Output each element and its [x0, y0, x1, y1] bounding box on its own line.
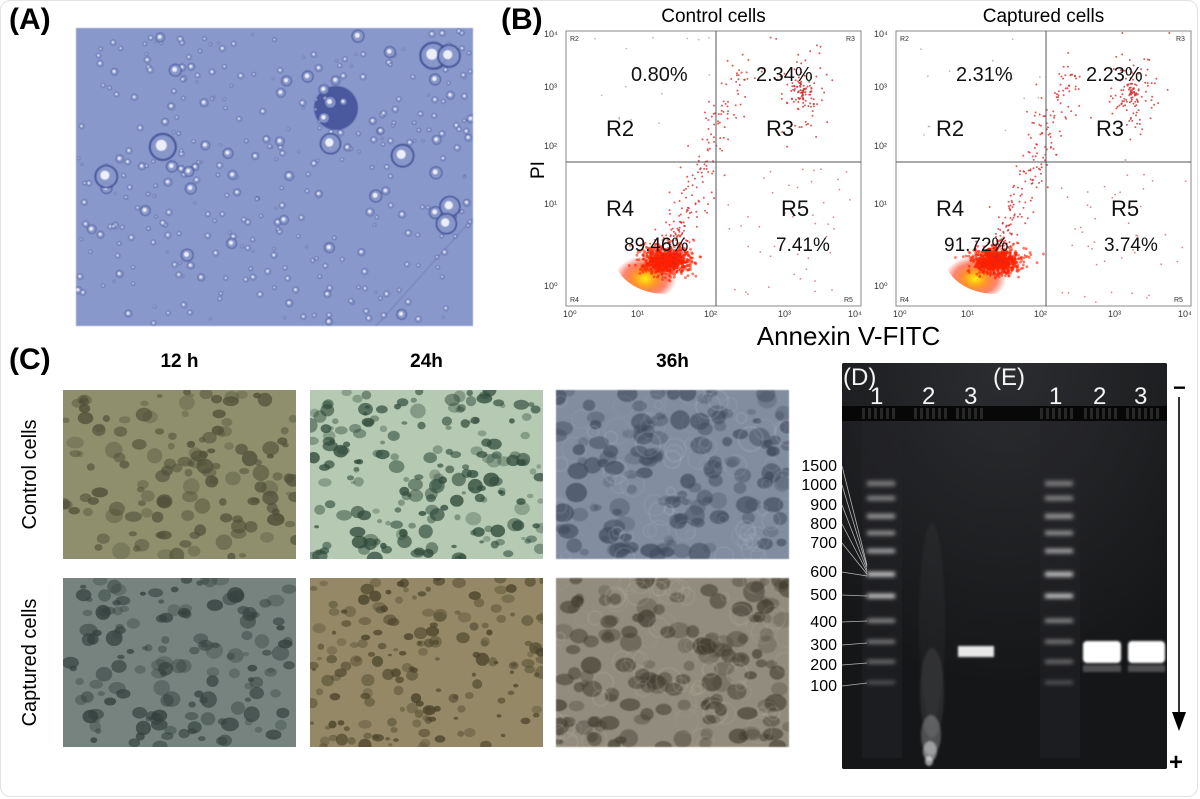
svg-text:89.46%: 89.46% — [624, 235, 689, 256]
svg-text:10¹: 10¹ — [631, 309, 644, 319]
svg-text:900: 900 — [810, 497, 837, 514]
svg-text:10³: 10³ — [778, 309, 791, 319]
svg-text:R2: R2 — [900, 36, 909, 43]
svg-text:400: 400 — [810, 614, 837, 631]
svg-text:0.80%: 0.80% — [631, 64, 688, 86]
svg-text:3.74%: 3.74% — [1104, 235, 1158, 256]
svg-text:10²: 10² — [704, 309, 717, 319]
svg-text:100: 100 — [810, 678, 837, 695]
svg-text:10²: 10² — [544, 141, 557, 151]
svg-text:R4: R4 — [900, 297, 909, 304]
svg-text:10¹: 10¹ — [961, 309, 974, 319]
svg-text:7.41%: 7.41% — [776, 235, 830, 256]
svg-text:R2: R2 — [936, 116, 964, 141]
svg-text:91.72%: 91.72% — [944, 235, 1009, 256]
svg-text:10⁰: 10⁰ — [893, 309, 907, 319]
svg-text:200: 200 — [810, 657, 837, 674]
svg-text:R5: R5 — [1111, 196, 1139, 221]
svg-text:R3: R3 — [1096, 116, 1124, 141]
svg-text:R4: R4 — [606, 196, 634, 221]
svg-text:10³: 10³ — [874, 82, 887, 92]
svg-text:10⁰: 10⁰ — [874, 281, 888, 291]
svg-text:1000: 1000 — [801, 477, 837, 494]
svg-text:2.34%: 2.34% — [756, 64, 813, 86]
svg-text:R3: R3 — [766, 116, 794, 141]
svg-text:10⁴: 10⁴ — [874, 29, 888, 39]
svg-text:R5: R5 — [781, 196, 809, 221]
svg-text:10²: 10² — [1034, 309, 1047, 319]
svg-text:10³: 10³ — [1108, 309, 1121, 319]
svg-text:800: 800 — [810, 516, 837, 533]
svg-text:10⁰: 10⁰ — [544, 281, 558, 291]
svg-text:R5: R5 — [844, 297, 853, 304]
svg-text:1500: 1500 — [801, 458, 837, 475]
svg-text:10⁰: 10⁰ — [563, 309, 577, 319]
svg-text:10²: 10² — [874, 141, 887, 151]
svg-text:10³: 10³ — [544, 82, 557, 92]
svg-text:R2: R2 — [570, 36, 579, 43]
svg-text:R2: R2 — [606, 116, 634, 141]
svg-text:2.23%: 2.23% — [1086, 64, 1143, 86]
svg-text:10¹: 10¹ — [544, 199, 557, 209]
svg-text:10⁴: 10⁴ — [1178, 309, 1192, 319]
svg-text:500: 500 — [810, 587, 837, 604]
svg-text:10¹: 10¹ — [874, 199, 887, 209]
svg-text:10⁴: 10⁴ — [848, 309, 862, 319]
svg-text:2.31%: 2.31% — [956, 64, 1013, 86]
svg-text:600: 600 — [810, 564, 837, 581]
svg-text:700: 700 — [810, 535, 837, 552]
svg-text:R4: R4 — [936, 196, 964, 221]
svg-text:R5: R5 — [1174, 297, 1183, 304]
svg-text:R3: R3 — [846, 36, 855, 43]
svg-text:R3: R3 — [1176, 36, 1185, 43]
svg-text:10⁴: 10⁴ — [544, 29, 558, 39]
svg-text:R4: R4 — [570, 297, 579, 304]
svg-text:300: 300 — [810, 637, 837, 654]
